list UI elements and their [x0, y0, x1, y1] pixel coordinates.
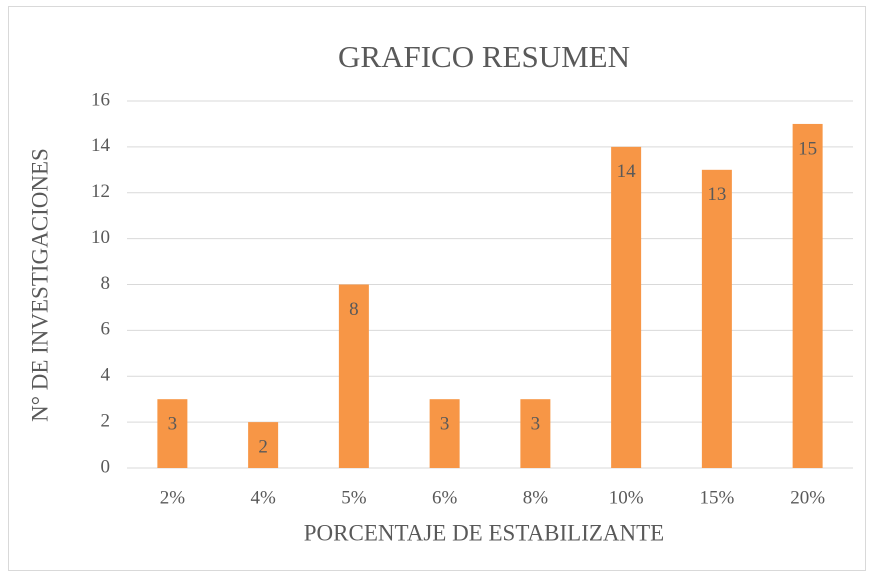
y-tick-label: 0 [101, 456, 111, 477]
bar [248, 422, 279, 468]
y-tick-label: 10 [91, 227, 110, 248]
bar [611, 146, 642, 468]
data-label: 14 [617, 161, 637, 182]
bar [338, 284, 369, 468]
bar [520, 399, 551, 468]
bar [429, 399, 460, 468]
y-tick-label: 8 [101, 273, 111, 294]
y-tick-label: 12 [91, 181, 110, 202]
x-tick-label: 6% [432, 487, 458, 508]
x-tick-label: 10% [609, 487, 644, 508]
data-label: 3 [168, 414, 178, 435]
x-tick-label: 4% [250, 487, 276, 508]
chart-border [8, 6, 866, 571]
data-label: 13 [707, 184, 726, 205]
data-label: 2 [258, 436, 268, 457]
bar [792, 123, 823, 468]
data-label: 8 [349, 299, 359, 320]
x-tick-label: 5% [341, 487, 367, 508]
y-tick-label: 4 [101, 365, 111, 386]
data-label: 3 [531, 414, 541, 435]
x-axis-title: PORCENTAJE DE ESTABILIZANTE [304, 520, 664, 545]
y-tick-label: 2 [101, 410, 111, 431]
bar [157, 399, 188, 468]
x-tick-label: 2% [160, 487, 186, 508]
y-tick-label: 16 [91, 89, 110, 110]
y-tick-label: 14 [91, 135, 111, 156]
data-label: 15 [798, 138, 817, 159]
data-label: 3 [440, 414, 450, 435]
chart-title: GRAFICO RESUMEN [338, 39, 630, 74]
x-tick-label: 20% [790, 487, 825, 508]
x-tick-label: 8% [523, 487, 549, 508]
y-tick-label: 6 [101, 319, 111, 340]
bar [701, 169, 732, 468]
y-axis-title: N° DE INVESTIGACIONES [27, 148, 52, 422]
x-tick-label: 15% [699, 487, 734, 508]
